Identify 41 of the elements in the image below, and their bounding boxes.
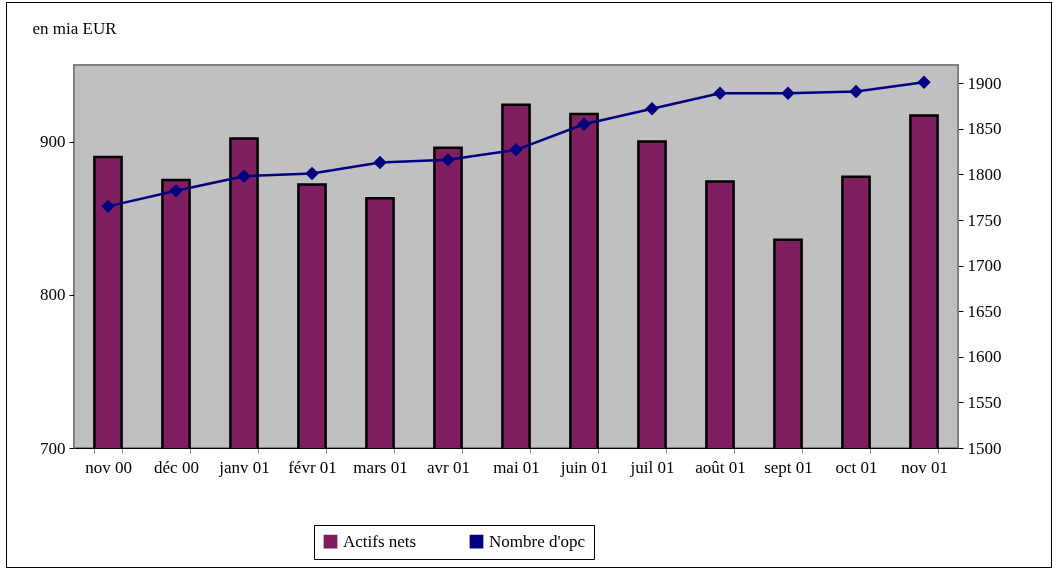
x-tick-label: févr 01 [288,457,337,477]
x-tick-label: nov 01 [901,457,948,477]
point [169,184,183,198]
y-tick-label: 800 [40,285,66,305]
point [917,75,931,90]
y2-tick-label: 1900 [967,73,1002,93]
x-tick-label: janv 01 [218,457,270,477]
point [441,153,455,167]
y-axis-title: en mia EUR [32,18,118,38]
x-tick-label: août 01 [695,457,746,477]
x-tick-label: déc 00 [154,457,199,477]
y2-tick-label: 1500 [967,438,1002,458]
point [645,102,659,116]
y2-tick-label: 1750 [967,210,1002,230]
point [509,143,523,157]
legend-label: Nombre d'opc [489,531,586,551]
legend-label: Actifs nets [343,531,417,551]
y2-tick-label: 1600 [967,347,1002,367]
point [849,84,863,99]
point [101,199,115,214]
y2-tick-label: 1800 [967,164,1002,184]
x-tick-label: juin 01 [559,457,609,477]
point [305,166,319,181]
x-tick-label: mai 01 [493,457,540,477]
y2-tick-label: 1700 [967,256,1002,276]
point [577,117,591,131]
x-tick-label: juil 01 [629,457,675,477]
point [237,169,251,183]
point [373,155,387,170]
x-tick-label: mars 01 [353,457,408,477]
y-tick-label: 900 [40,132,66,152]
x-tick-label: nov 00 [85,457,132,477]
y2-tick-label: 1650 [967,301,1002,321]
x-tick-label: oct 01 [835,457,878,477]
y-tick-label: 700 [40,438,66,458]
y2-tick-label: 1850 [967,119,1002,139]
x-tick-label: avr 01 [427,457,470,477]
y2-tick-label: 1550 [967,392,1002,412]
point [713,86,727,100]
point [781,86,795,100]
x-tick-label: sept 01 [764,457,813,477]
